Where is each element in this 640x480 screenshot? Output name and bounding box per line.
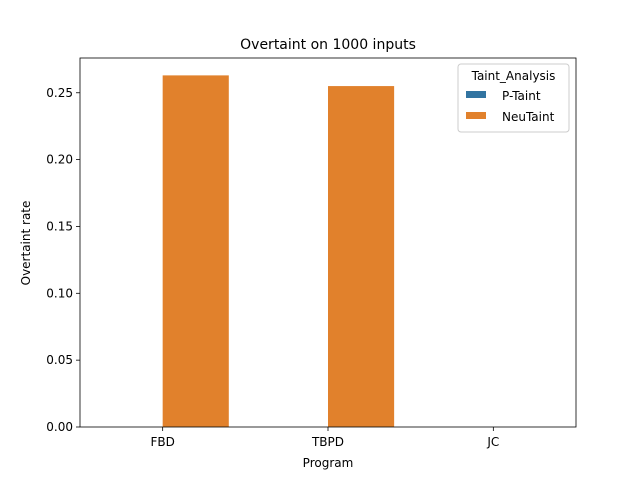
chart-title: Overtaint on 1000 inputs: [240, 37, 416, 53]
legend-title: Taint_Analysis: [471, 69, 556, 83]
legend-swatch-neutaint: [466, 112, 486, 119]
y-tick-label: 0.15: [46, 219, 73, 233]
x-tick-label: FBD: [150, 435, 174, 449]
legend: Taint_Analysis P-Taint NeuTaint: [457, 63, 570, 133]
y-tick-label: 0.05: [46, 353, 73, 367]
legend-label-neutaint: NeuTaint: [502, 110, 555, 124]
bar-neutaint-tbpd: [328, 86, 395, 428]
y-tick-label: 0.25: [46, 86, 73, 100]
plot-area: 0.00 0.05 0.10 0.15 0.20 0.25 FBD TBPD JC: [46, 57, 577, 449]
y-axis-label: Overtaint rate: [19, 201, 33, 286]
x-axis-label: Program: [303, 456, 354, 470]
legend-swatch-p-taint: [466, 91, 486, 98]
y-tick-label: 0.10: [46, 286, 73, 300]
x-tick-label: TBPD: [311, 435, 344, 449]
bar-neutaint-fbd: [162, 75, 229, 427]
y-tick-label: 0.20: [46, 153, 73, 167]
y-tick-label: 0.00: [46, 420, 73, 434]
x-tick-label: JC: [486, 435, 499, 449]
legend-label-p-taint: P-Taint: [502, 89, 541, 103]
